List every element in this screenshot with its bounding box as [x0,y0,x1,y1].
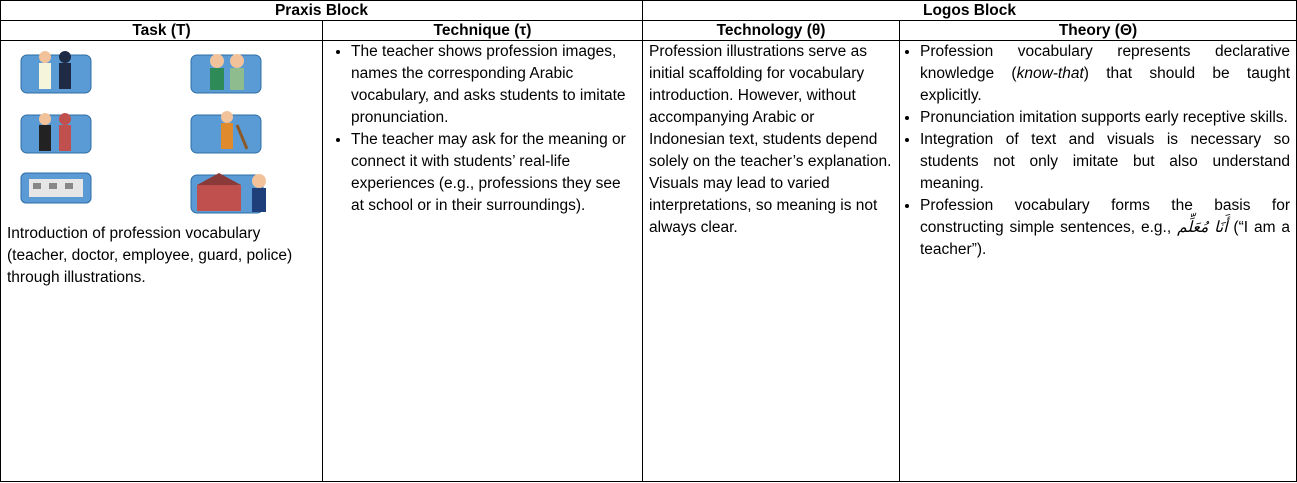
illustration [190,173,266,214]
illustration [20,113,92,154]
theory-text: Profession vocabulary represents declara… [920,43,1291,82]
theory-italic: أَنَا مُعَلِّم [1177,219,1228,236]
technique-list: The teacher shows profession images, nam… [329,41,636,217]
group-header: Praxis Block [0,0,643,21]
theory-item: Profession vocabulary represents declara… [920,41,1290,107]
illustration [190,111,262,154]
theory-text: Integration of text and visuals is neces… [920,131,1291,192]
technique-cell: The teacher shows profession images, nam… [322,40,643,482]
illustration [20,172,92,204]
task-cell: Introduction of profession vocabulary (t… [0,40,323,482]
task-text: Introduction of profession vocabulary (t… [7,225,293,286]
technique-item: The teacher may ask for the meaning or c… [351,129,636,217]
technology-cell: Profession illustrations serve as initia… [642,40,900,482]
column-header: Technique (τ) [322,20,643,41]
column-header: Technology (θ) [642,20,900,41]
technique-item: The teacher shows profession images, nam… [351,41,636,129]
group-header: Logos Block [641,0,1297,21]
theory-item: Profession vocabulary forms the basis fo… [920,195,1290,261]
theory-text: ) that should be taught explicitly. [920,65,1291,104]
theory-text: Profession vocabulary forms the basis fo… [920,197,1291,236]
theory-text: (“I am a teacher”). [920,219,1290,258]
theory-text: Pronunciation imitation supports early r… [920,109,1288,126]
column-header: Theory (Θ) [898,20,1297,41]
column-header: Task (T) [0,20,323,41]
theory-item: Pronunciation imitation supports early r… [920,107,1290,129]
theory-item: Integration of text and visuals is neces… [920,129,1290,195]
illustration [20,51,92,94]
illustration [190,54,262,94]
theory-cell: Profession vocabulary represents declara… [898,40,1297,482]
illustrations [7,41,316,223]
technology-text: Profession illustrations serve as initia… [649,43,892,236]
theory-italic: know-that [1016,65,1084,82]
theory-list: Profession vocabulary represents declara… [906,41,1290,261]
